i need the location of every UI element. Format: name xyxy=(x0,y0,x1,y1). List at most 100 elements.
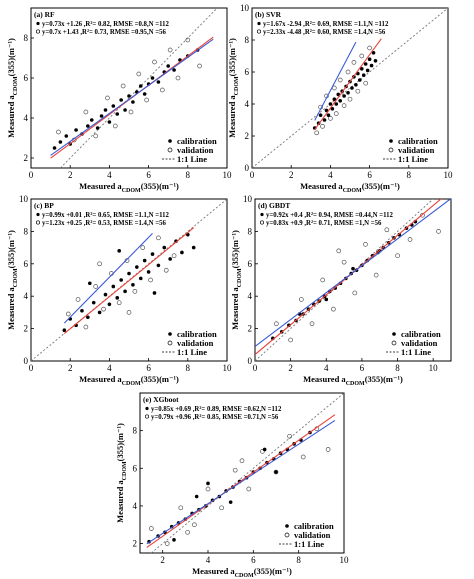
x-tick-label: 8 xyxy=(186,363,191,373)
plot-area xyxy=(31,199,227,361)
x-tick-label: 2 xyxy=(288,363,293,373)
validation-point xyxy=(140,245,146,250)
y-tick-label: 2 xyxy=(24,153,29,163)
calibration-point xyxy=(324,297,329,302)
calibration-point xyxy=(354,83,358,87)
validation-point xyxy=(232,467,238,473)
plot-area xyxy=(255,199,451,361)
y-tick-label: 2 xyxy=(245,131,250,141)
validation-marker xyxy=(35,220,41,225)
calibration-point xyxy=(228,500,233,504)
x-tick-label: 8 xyxy=(296,555,301,565)
validation-point xyxy=(359,53,365,59)
validation-point xyxy=(320,277,326,283)
validation-point xyxy=(309,321,315,327)
calibration-fit-line xyxy=(314,38,382,130)
validation-fit-line xyxy=(63,233,153,324)
equation-calibration: y=0.99x +0.01 ,R²= 0.65, RMSE =1.1,N =11… xyxy=(42,212,170,219)
calibration-point xyxy=(111,284,116,289)
calibration-point xyxy=(97,310,102,315)
x-tick-label: 6 xyxy=(146,170,151,180)
calibration-point xyxy=(363,62,368,66)
x-tick-label: 8 xyxy=(395,363,400,373)
calibration-point xyxy=(115,296,120,300)
calibration-point xyxy=(142,92,147,96)
panel-label: (e) XGboot xyxy=(143,395,179,404)
validation-point xyxy=(355,88,361,94)
equation-validation: y=0.79x +0.96 ,R²= 0.85, RMSE =0.71,N =5… xyxy=(151,414,279,421)
calibration-point xyxy=(156,263,161,268)
validation-point xyxy=(97,261,102,267)
calibration-point xyxy=(330,107,335,111)
equation-validation: y=0.7x +1.43 ,R²= 0.73, RMSE =0.95,N =56 xyxy=(42,29,167,36)
calibration-point xyxy=(168,257,172,261)
legend-validation-label: validation xyxy=(294,530,331,540)
validation-point xyxy=(345,69,351,75)
validation-point xyxy=(325,447,331,452)
y-tick-label: 10 xyxy=(243,194,253,204)
validation-point xyxy=(384,227,390,233)
x-tick-label: 2 xyxy=(160,555,165,565)
validation-point xyxy=(407,237,413,242)
validation-point xyxy=(197,63,202,69)
validation-point xyxy=(246,486,252,492)
plot-frame xyxy=(30,198,228,362)
validation-fit-line xyxy=(146,419,336,545)
calibration-point xyxy=(166,64,170,68)
validation-point xyxy=(219,505,224,511)
legend-one-to-one-label: 1:1 Line xyxy=(401,347,431,357)
calibration-marker xyxy=(145,406,149,411)
plot-frame xyxy=(251,7,449,169)
validation-point xyxy=(395,253,400,259)
validation-point xyxy=(83,324,89,330)
validation-marker xyxy=(144,414,150,419)
panel-label: (a) RF xyxy=(34,10,55,19)
x-axis-label: Measured aCDOM(355)(m⁻¹) xyxy=(303,374,403,387)
validation-point xyxy=(156,235,161,241)
y-tick-label: 10 xyxy=(19,194,29,204)
calibration-point xyxy=(194,494,199,499)
y-tick-label: 6 xyxy=(24,259,29,269)
calibration-point xyxy=(324,108,329,113)
validation-point xyxy=(175,75,181,81)
legend-validation-marker xyxy=(388,147,394,153)
x-tick-label: 0 xyxy=(29,170,34,180)
x-axis-label: Measured aCDOM(355)(m⁻¹) xyxy=(79,374,179,387)
validation-point xyxy=(83,109,89,115)
calibration-marker xyxy=(260,212,264,217)
calibration-point xyxy=(52,146,57,150)
validation-point xyxy=(320,124,325,129)
chart-panel: 0 2 4 6 8 10 0 2 4 6 8 10 (c) BP y=0.99x +0.01 ,R²= 0… xyxy=(6,194,232,387)
calibration-marker xyxy=(36,21,40,26)
x-tick-label: 6 xyxy=(251,555,256,565)
calibration-point xyxy=(371,51,376,55)
validation-point xyxy=(367,45,372,51)
x-tick-label: 6 xyxy=(360,363,365,373)
calibration-point xyxy=(358,78,362,82)
validation-point xyxy=(93,133,99,139)
validation-point xyxy=(93,284,99,289)
validation-point xyxy=(148,526,154,531)
validation-point xyxy=(347,96,353,102)
calibration-point xyxy=(107,302,112,307)
calibration-point xyxy=(351,266,355,271)
y-tick-label: 2 xyxy=(248,324,253,334)
plot-frame xyxy=(30,7,228,169)
calibration-point xyxy=(119,98,123,102)
validation-marker xyxy=(35,29,41,34)
calibration-point xyxy=(123,108,127,112)
y-tick-label: 8 xyxy=(24,33,29,43)
calibration-point xyxy=(172,538,176,542)
calibration-point xyxy=(350,86,354,90)
calibration-point xyxy=(180,250,184,255)
y-tick-label: 8 xyxy=(248,226,253,236)
legend-validation-marker xyxy=(167,147,173,153)
x-tick-label: 8 xyxy=(407,170,412,180)
chart-panel: 0 2 4 6 8 10 0 2 4 6 8 10 (b) SVR y=1.67x -2.94 ,R²= … xyxy=(227,3,453,194)
legend-calibration-label: calibration xyxy=(398,136,438,146)
validation-point xyxy=(420,212,425,218)
x-tick-label: 10 xyxy=(223,170,233,180)
legend-validation-marker xyxy=(284,532,290,538)
validation-point xyxy=(105,95,110,101)
validation-point xyxy=(101,306,106,312)
